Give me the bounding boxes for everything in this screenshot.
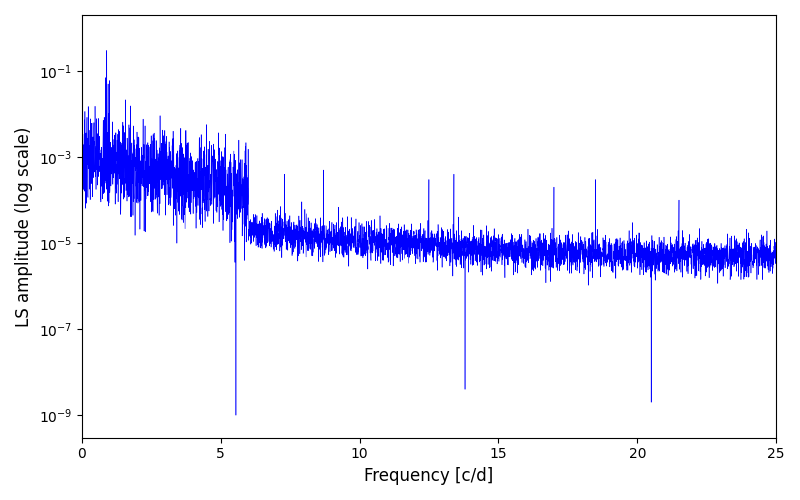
Y-axis label: LS amplitude (log scale): LS amplitude (log scale) <box>15 126 33 326</box>
X-axis label: Frequency [c/d]: Frequency [c/d] <box>364 467 494 485</box>
